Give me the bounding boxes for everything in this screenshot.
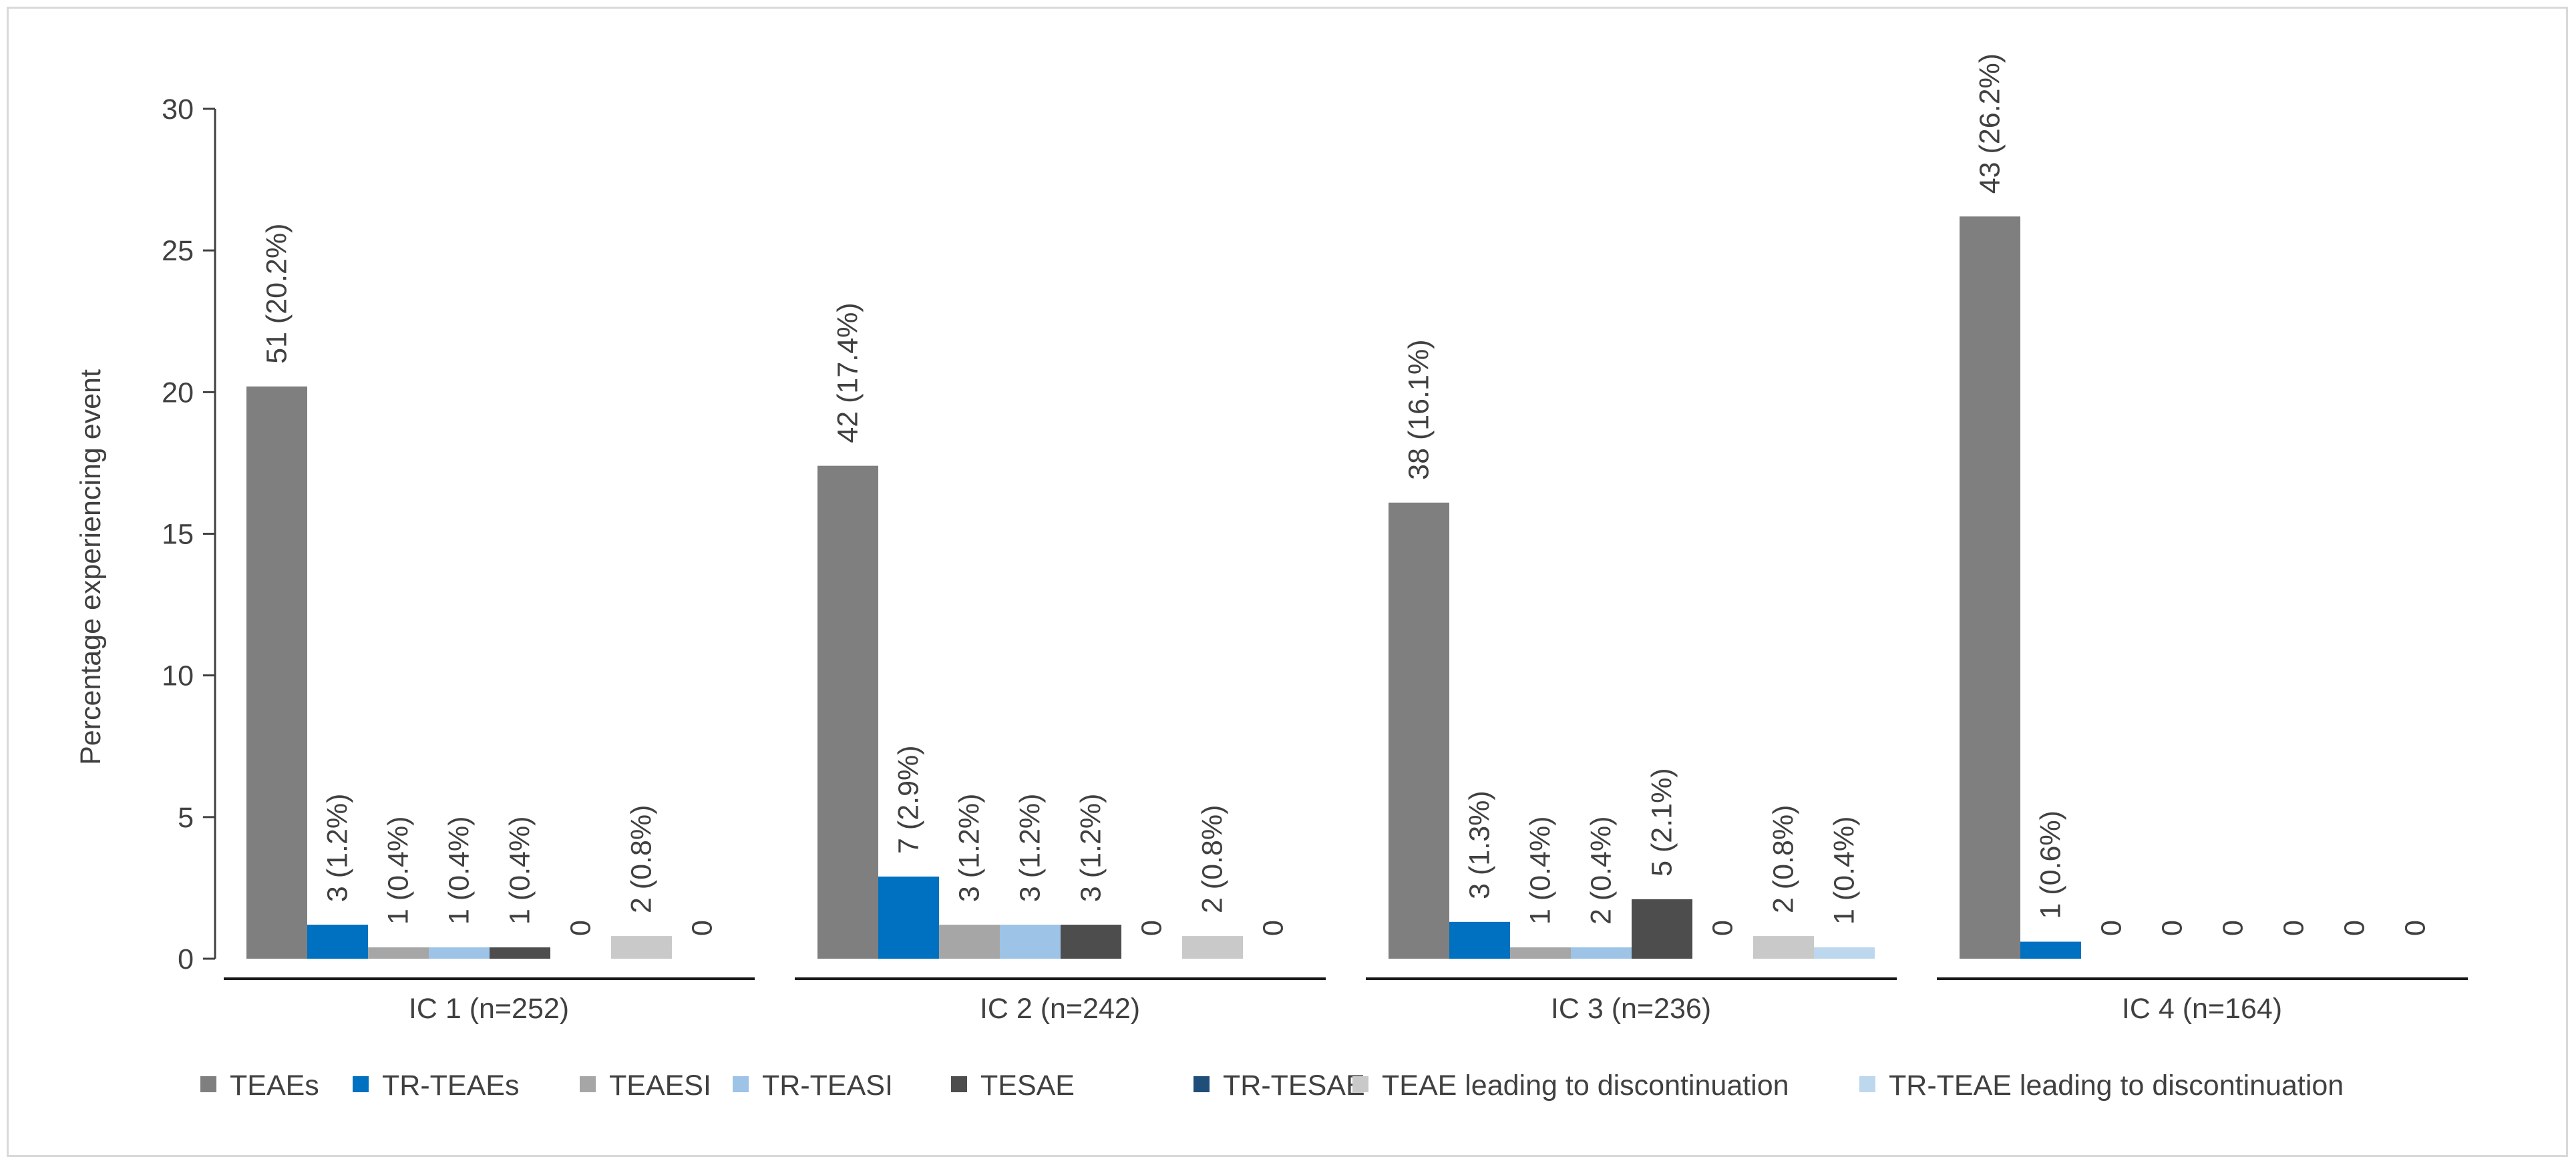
bar-tr-teaes-4 <box>2020 941 2081 959</box>
bar-teaesi-2 <box>939 925 1000 959</box>
bar-tr-teaes-2 <box>878 876 939 959</box>
data-label: 5 (2.1%) <box>1646 768 1678 877</box>
legend-swatch <box>1193 1076 1210 1092</box>
legend-swatch <box>1859 1076 1875 1092</box>
data-label: 0 <box>687 920 719 936</box>
x-axis: IC 1 (n=252) IC 2 (n=242) IC 3 (n=236) IC 4… <box>224 977 2468 1025</box>
x-category-label: IC 2 (n=242) <box>980 993 1140 1025</box>
bar-teae-leading-to-discontinuation-3 <box>1753 936 1814 959</box>
data-label: 3 (1.2%) <box>1075 794 1107 903</box>
y-tick-label: 0 <box>178 943 194 975</box>
legend-label: TEAESI <box>609 1070 711 1102</box>
legend-item-teaesi: TEAESI <box>580 1070 711 1102</box>
x-category-label: IC 4 (n=164) <box>2122 993 2282 1025</box>
data-label: 2 (0.4%) <box>1586 817 1618 925</box>
bar-teaes-3 <box>1389 502 1449 959</box>
data-label: 3 (1.2%) <box>1015 794 1047 903</box>
data-label: 38 (16.1%) <box>1403 339 1435 479</box>
data-label: 0 <box>2400 920 2432 936</box>
data-label: 1 (0.4%) <box>1525 817 1557 925</box>
data-label: 42 (17.4%) <box>832 302 864 443</box>
legend-swatch <box>733 1076 749 1092</box>
legend-label: TR-TESAE <box>1223 1070 1365 1102</box>
data-label: 2 (0.8%) <box>626 805 658 914</box>
y-tick-label: 5 <box>178 802 194 834</box>
bar-tr-teasi-2 <box>1000 925 1061 959</box>
bar-tr-teasi-1 <box>429 947 490 959</box>
legend-item-tesae: TESAE <box>951 1070 1075 1102</box>
legend-item-tr-teaes: TR-TEAEs <box>353 1070 519 1102</box>
legend-label: TR-TEASI <box>762 1070 893 1102</box>
bar-tr-teae-leading-to-discontinuation-3 <box>1814 947 1875 959</box>
y-axis-title: Percentage experiencing event <box>75 369 107 765</box>
data-label: 0 <box>1258 920 1290 936</box>
y-tick-label: 30 <box>162 93 194 126</box>
legend-label: TR-TEAE leading to discontinuation <box>1889 1070 2344 1102</box>
data-label: 1 (0.4%) <box>443 817 476 925</box>
data-label: 0 <box>2157 920 2189 936</box>
x-category-label: IC 3 (n=236) <box>1551 993 1711 1025</box>
data-label: 2 (0.8%) <box>1197 805 1229 914</box>
data-label: 0 <box>2096 920 2128 936</box>
legend-item-teaes: TEAEs <box>200 1070 319 1102</box>
bar-tr-teaes-1 <box>307 925 368 959</box>
legend-label: TEAE leading to discontinuation <box>1382 1070 1789 1102</box>
legend-swatch <box>1352 1076 1368 1092</box>
legend-item-tr-teae-leading-to-discontinuation: TR-TEAE leading to discontinuation <box>1859 1070 2344 1102</box>
bar-tr-teasi-3 <box>1571 947 1632 959</box>
bar-tesae-2 <box>1061 925 1121 959</box>
data-label: 2 (0.8%) <box>1768 805 1800 914</box>
data-label: 0 <box>2217 920 2249 936</box>
bar-tesae-3 <box>1632 899 1692 959</box>
bar-tesae-1 <box>490 947 550 959</box>
data-label: 0 <box>565 920 597 936</box>
data-label: 1 (0.4%) <box>504 817 536 925</box>
data-label: 0 <box>1707 920 1739 936</box>
bar-tr-teaes-3 <box>1449 921 1510 959</box>
bar-teaesi-1 <box>368 947 429 959</box>
legend-swatch <box>200 1076 216 1092</box>
legend-swatch <box>951 1076 967 1092</box>
legend-swatch <box>353 1076 369 1092</box>
legend-item-tr-teasi: TR-TEASI <box>733 1070 893 1102</box>
bar-teaes-1 <box>246 386 307 959</box>
legend-label: TEAEs <box>230 1070 319 1102</box>
bar-teaesi-3 <box>1510 947 1571 959</box>
data-label: 7 (2.9%) <box>893 745 925 854</box>
data-label: 43 (26.2%) <box>1974 53 2006 194</box>
legend-item-tr-tesae: TR-TESAE <box>1193 1070 1365 1102</box>
legend-item-teae-leading-to-discontinuation: TEAE leading to discontinuation <box>1352 1070 1789 1102</box>
data-label: 3 (1.2%) <box>954 794 986 903</box>
bar-teaes-4 <box>1960 216 2020 959</box>
legend: TEAEs TR-TEAEs TEAESI TR-TEASI TESAE TR-TESAE… <box>200 1070 2344 1102</box>
bar-teaes-2 <box>817 465 878 959</box>
data-label: 0 <box>2278 920 2310 936</box>
data-label: 0 <box>2339 920 2371 936</box>
y-tick-label: 15 <box>162 519 194 551</box>
legend-swatch <box>580 1076 596 1092</box>
data-label: 3 (1.3%) <box>1464 790 1496 899</box>
data-label: 1 (0.4%) <box>383 817 415 925</box>
y-tick-label: 10 <box>162 660 194 692</box>
data-label: 3 (1.2%) <box>322 794 354 903</box>
x-category-label: IC 1 (n=252) <box>409 993 569 1025</box>
legend-label: TR-TEAEs <box>382 1070 519 1102</box>
bar-teae-leading-to-discontinuation-2 <box>1182 936 1243 959</box>
data-label: 1 (0.6%) <box>2035 810 2067 919</box>
y-tick-label: 20 <box>162 377 194 409</box>
legend-label: TESAE <box>980 1070 1075 1102</box>
y-axis: 0 5 10 15 20 25 30 Percentage experiencing even… <box>75 93 216 975</box>
data-label: 51 (20.2%) <box>261 224 293 364</box>
y-tick-label: 25 <box>162 235 194 267</box>
bars <box>246 216 2081 959</box>
data-labels: 51 (20.2%) 3 (1.2%) 1 (0.4%) 1 (0.4%) 1 (0.4… <box>261 53 2432 936</box>
chart-frame <box>7 7 2568 1157</box>
bar-teae-leading-to-discontinuation-1 <box>611 936 672 959</box>
data-label: 0 <box>1136 920 1168 936</box>
data-label: 1 (0.4%) <box>1829 817 1861 925</box>
